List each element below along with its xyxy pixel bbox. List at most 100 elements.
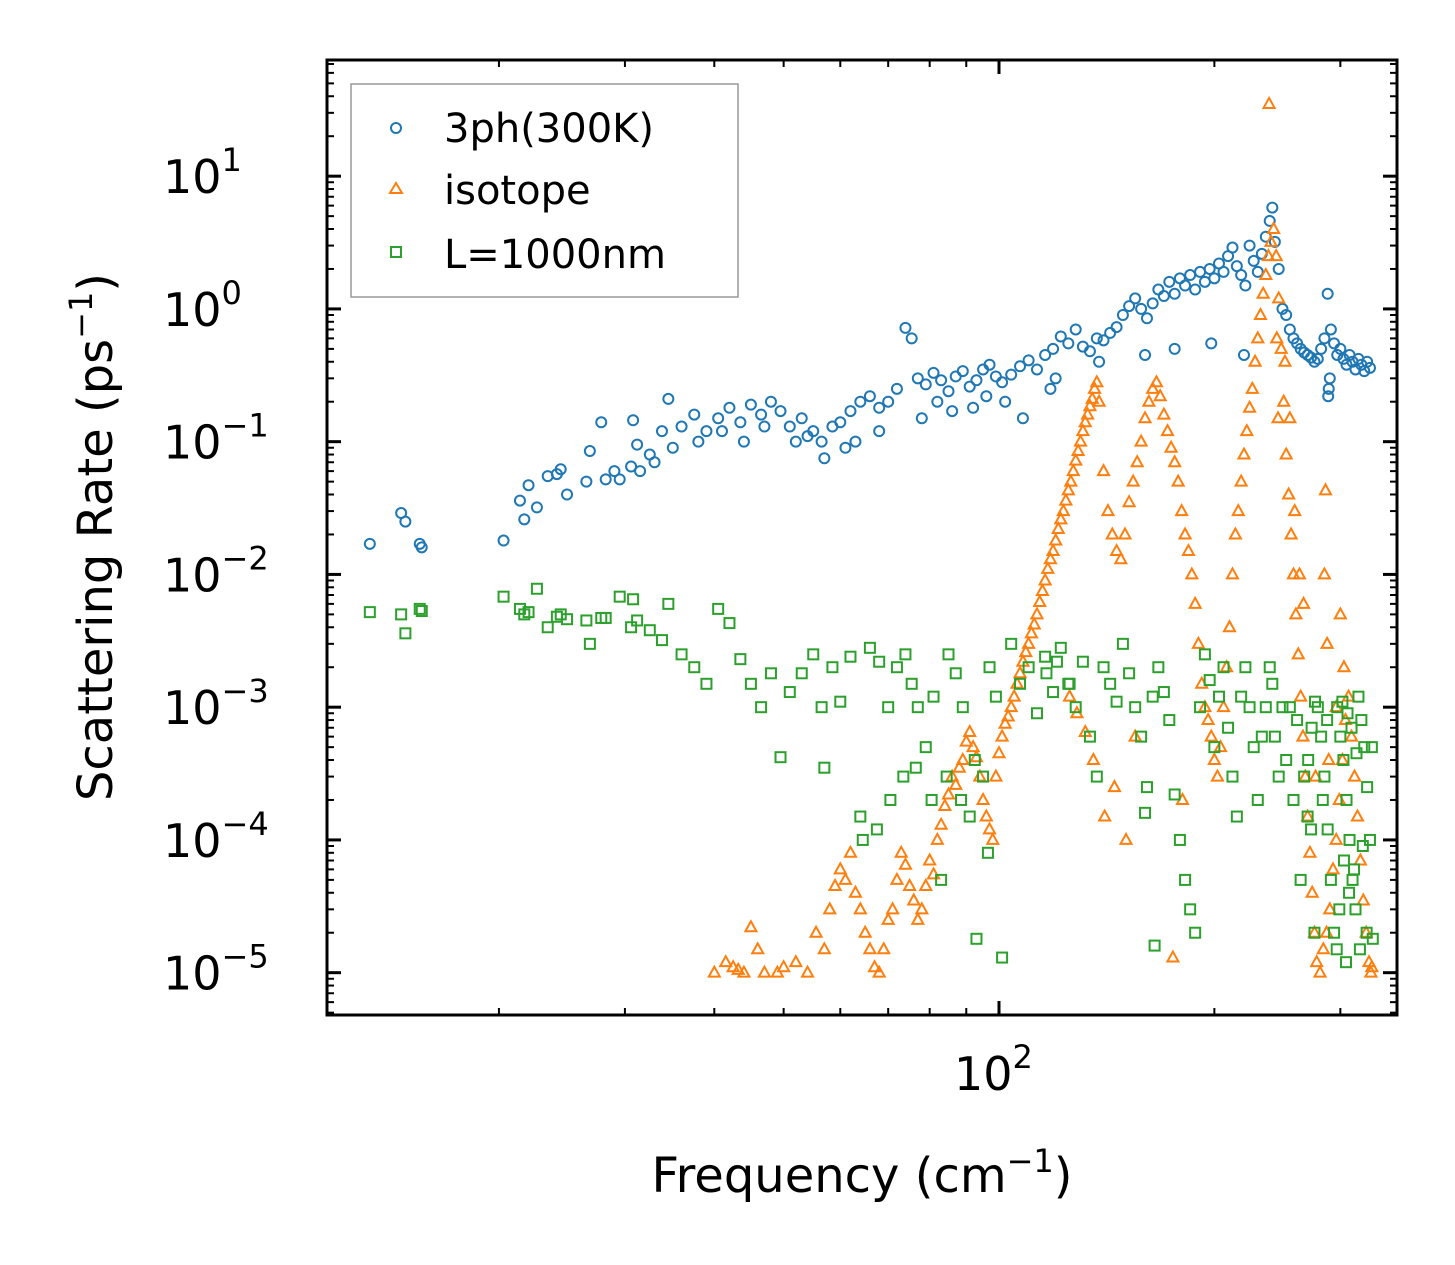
data-point xyxy=(1137,410,1153,424)
data-point xyxy=(899,321,912,334)
data-point xyxy=(1360,926,1373,939)
data-point xyxy=(956,701,969,714)
data-point xyxy=(1030,707,1043,720)
data-point xyxy=(991,745,1007,759)
data-point xyxy=(955,751,970,766)
data-point xyxy=(1116,308,1129,321)
data-point xyxy=(1309,954,1324,968)
data-point xyxy=(662,392,675,405)
data-point xyxy=(839,441,852,454)
data-point xyxy=(1251,793,1264,806)
data-point xyxy=(1334,730,1347,743)
x-tick-label: 102 xyxy=(954,1038,1033,1101)
data-point xyxy=(1118,831,1134,845)
data-point xyxy=(834,416,847,429)
data-point xyxy=(1066,463,1081,477)
data-point xyxy=(583,445,596,458)
data-point xyxy=(1016,412,1029,425)
data-point xyxy=(963,810,976,823)
data-point xyxy=(1123,667,1136,680)
data-point xyxy=(834,695,847,708)
data-point xyxy=(1163,714,1176,727)
data-point xyxy=(1121,494,1137,508)
data-point xyxy=(1174,503,1189,517)
data-point xyxy=(959,733,974,747)
data-point xyxy=(1027,616,1042,630)
data-point xyxy=(955,793,968,806)
data-point xyxy=(1100,503,1116,517)
data-point xyxy=(996,376,1009,389)
series-circle xyxy=(363,201,1376,554)
data-point xyxy=(826,661,839,674)
data-point xyxy=(1194,265,1207,278)
data-point xyxy=(731,961,746,975)
data-point xyxy=(844,650,857,663)
data-point xyxy=(1358,924,1374,938)
data-point xyxy=(1315,730,1328,743)
data-point xyxy=(1302,844,1318,858)
data-point xyxy=(1125,473,1141,487)
data-point xyxy=(1287,503,1302,517)
data-point xyxy=(982,821,997,835)
data-point xyxy=(1051,520,1066,534)
data-point xyxy=(707,964,722,978)
data-point xyxy=(1083,345,1096,358)
data-point xyxy=(631,614,644,627)
data-point xyxy=(1341,688,1356,702)
ticks-layer xyxy=(327,60,1397,1015)
data-point xyxy=(1323,372,1336,385)
data-point xyxy=(854,810,867,823)
data-point xyxy=(1235,690,1248,703)
data-point xyxy=(1336,659,1352,673)
data-point xyxy=(1089,374,1105,388)
data-point xyxy=(1047,686,1060,699)
data-point xyxy=(1213,739,1228,753)
data-point xyxy=(1153,388,1168,402)
data-point xyxy=(783,686,796,699)
legend-marker-circle xyxy=(390,122,402,134)
data-point xyxy=(625,621,638,634)
legend-entry-3ph: 3ph(300K) xyxy=(390,106,654,152)
data-point xyxy=(1090,332,1103,345)
data-point xyxy=(497,590,510,603)
data-point xyxy=(1312,964,1328,978)
data-point xyxy=(1270,410,1286,424)
data-point xyxy=(1277,353,1293,367)
data-point xyxy=(890,382,903,395)
data-point xyxy=(1044,382,1057,395)
data-point xyxy=(1073,433,1088,447)
data-point xyxy=(1317,566,1332,580)
data-point xyxy=(1173,833,1186,846)
data-point xyxy=(789,435,802,448)
data-point xyxy=(1045,542,1061,557)
data-point xyxy=(522,479,535,492)
y-tick-label: 101 xyxy=(163,141,242,204)
data-point xyxy=(898,856,913,870)
data-point xyxy=(1062,337,1075,350)
data-point xyxy=(541,621,554,634)
data-point xyxy=(580,614,593,627)
data-point xyxy=(963,380,976,393)
data-point xyxy=(1148,939,1161,952)
data-point xyxy=(1307,924,1322,938)
data-point xyxy=(1165,949,1181,963)
data-point xyxy=(1324,323,1337,336)
data-point xyxy=(822,901,837,915)
data-point xyxy=(580,475,593,488)
data-point xyxy=(1316,793,1329,806)
data-point xyxy=(530,582,543,595)
data-point xyxy=(1301,348,1314,361)
data-point xyxy=(561,488,574,501)
data-point xyxy=(599,473,612,486)
data-point xyxy=(983,358,996,371)
data-point xyxy=(1228,526,1243,540)
data-point xyxy=(994,728,1010,742)
data-point xyxy=(1205,337,1218,350)
data-point xyxy=(1276,302,1289,315)
data-point xyxy=(1236,446,1252,460)
data-point xyxy=(1053,511,1068,525)
data-point xyxy=(627,414,640,427)
data-point xyxy=(1308,768,1323,782)
data-point xyxy=(1266,201,1279,214)
